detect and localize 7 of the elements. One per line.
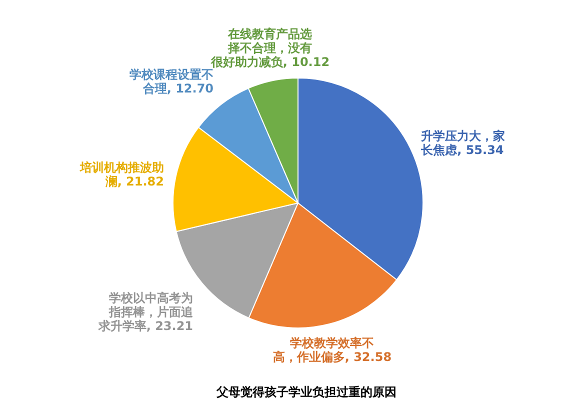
slice-label: 学校教学效率不高，作业偏多, 32.58 [272, 336, 392, 364]
slice-label: 培训机构推波助澜, 21.82 [79, 160, 164, 189]
slice-label: 学校以中高考为指挥棒，片面追求升学率, 23.21 [97, 291, 194, 334]
text: 父母觉得孩子学业负担过重的原因 [216, 385, 396, 399]
slice-label: 在线教育产品选择不合理，没有很好助力减负, 10.12 [210, 27, 330, 70]
slice-label: 升学压力大，家长焦虑, 55.34 [420, 129, 506, 158]
slice-label: 学校课程设置不合理, 12.70 [130, 67, 214, 96]
